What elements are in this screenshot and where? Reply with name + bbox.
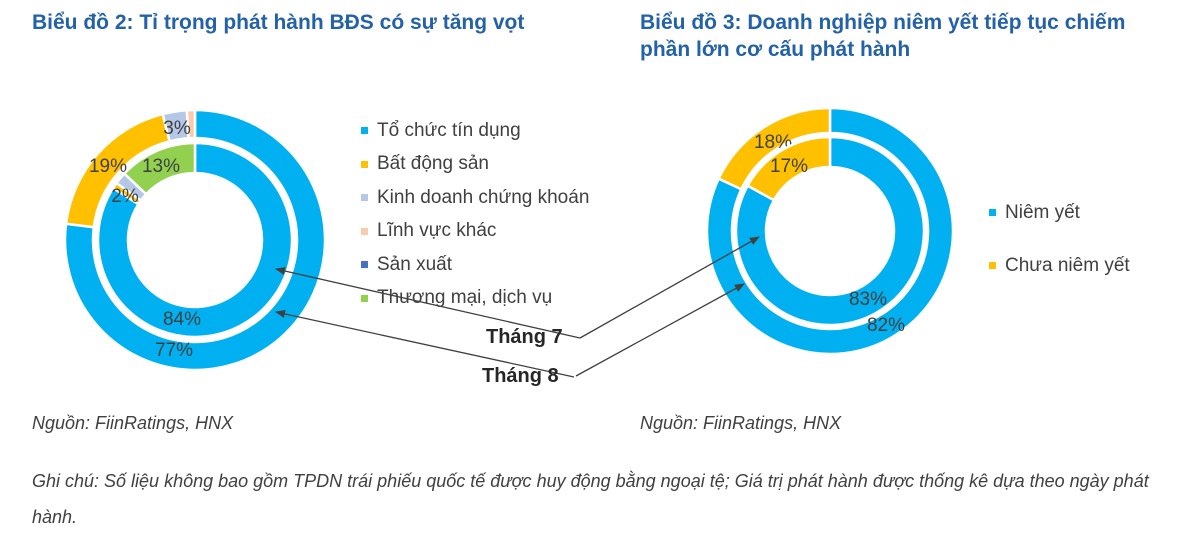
legend-label: Kinh doanh chứng khoán	[377, 186, 590, 208]
slice-value-label: 83%	[849, 289, 887, 310]
legend-swatch-icon	[989, 209, 996, 216]
legend-swatch-icon	[361, 261, 368, 269]
slice-value-label: 17%	[770, 156, 808, 177]
donut-slice	[734, 135, 926, 327]
annotation-month-8: Tháng 8	[482, 365, 559, 387]
legend-item-manufacturing: Sản xuất	[361, 248, 589, 282]
legend-label: Bất động sản	[377, 153, 489, 175]
slice-value-label: 2%	[111, 186, 139, 207]
donut-chart-listed-vs-unlisted: 82% 18% 83% 17%	[705, 106, 955, 356]
annotation-arrows	[275, 236, 760, 378]
chart-2-source: Nguồn: FiinRatings, HNX	[32, 413, 234, 433]
slice-value-label: 84%	[163, 309, 201, 330]
slice-value-label: 18%	[754, 132, 792, 153]
slice-value-label: 77%	[155, 340, 193, 361]
legend-item-trade-services: Thương mại, dịch vụ	[361, 282, 589, 316]
legend-label: Thương mại, dịch vụ	[377, 287, 553, 309]
legend-item-unlisted: Chưa niêm yết	[989, 239, 1130, 292]
legend-swatch-icon	[361, 227, 368, 235]
arrow-month7-left	[275, 267, 581, 339]
legend-item-securities: Kinh doanh chứng khoán	[361, 181, 589, 215]
chart-3-source: Nguồn: FiinRatings, HNX	[640, 413, 842, 433]
legend-item-credit-institutions: Tổ chức tín dụng	[361, 114, 589, 148]
chart-3-legend: Niêm yết Chưa niêm yết	[989, 186, 1130, 292]
legend-swatch-icon	[361, 294, 368, 302]
slice-value-label: 3%	[163, 118, 191, 139]
chart-3-title: Biểu đồ 3: Doanh nghiệp niêm yết tiếp tụ…	[640, 11, 1126, 61]
legend-swatch-icon	[361, 127, 368, 135]
donut-slice	[185, 108, 197, 140]
legend-swatch-icon	[989, 262, 996, 269]
chart-2-title: Biểu đồ 2: Tỉ trọng phát hành BĐS có sự …	[32, 11, 525, 34]
legend-label: Niêm yết	[1005, 201, 1080, 223]
donut-slice	[96, 141, 294, 339]
arrow-month7-right	[579, 236, 760, 339]
slice-value-label: 19%	[89, 156, 127, 177]
legend-label: Sản xuất	[377, 253, 452, 275]
donut-slice	[705, 106, 955, 356]
legend-label: Tổ chức tín dụng	[377, 119, 521, 141]
arrow-month8-left	[275, 310, 575, 378]
donut-slice	[122, 141, 197, 196]
arrow-month8-right	[575, 283, 745, 377]
legend-label: Chưa niêm yết	[1005, 254, 1130, 276]
chart-2-legend: Tổ chức tín dụng Bất động sản Kinh doanh…	[361, 114, 589, 315]
legend-item-other-sectors: Lĩnh vực khác	[361, 215, 589, 249]
slice-value-label: 82%	[867, 315, 905, 336]
donut-slice	[745, 135, 832, 202]
legend-label: Lĩnh vực khác	[377, 220, 497, 242]
slice-value-label: 13%	[142, 156, 180, 177]
donut-chart-issuance-by-sector: 77% 19% 3% 84% 13%2%	[63, 108, 327, 372]
donut-slice	[717, 106, 832, 191]
legend-swatch-icon	[361, 160, 368, 168]
legend-swatch-icon	[361, 194, 368, 202]
legend-item-listed: Niêm yết	[989, 186, 1130, 239]
annotation-month-7: Tháng 7	[486, 326, 563, 348]
donut-slice	[63, 108, 327, 372]
footnote: Ghi chú: Số liệu không bao gồm TPDN trái…	[32, 471, 1149, 527]
legend-item-real-estate: Bất động sản	[361, 148, 589, 182]
